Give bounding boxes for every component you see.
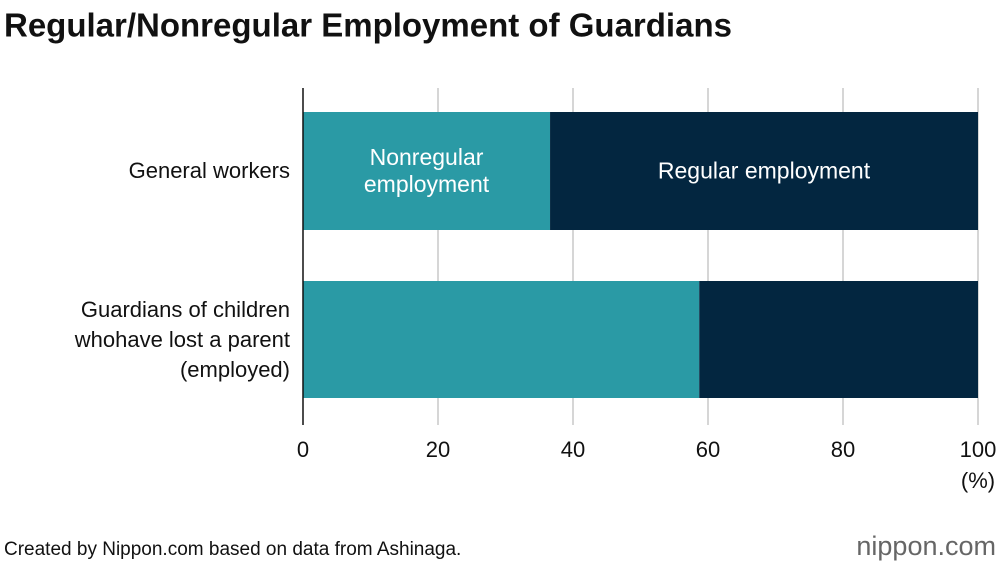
x-tick-label: 20 [426,437,450,462]
x-tick-label: 80 [831,437,855,462]
bar-segment [303,281,700,398]
x-axis-unit: (%) [961,468,995,493]
bar-segment [699,281,978,398]
logo: nippon.com [856,531,996,561]
chart-title: Regular/Nonregular Employment of Guardia… [4,7,732,44]
source-note: Created by Nippon.com based on data from… [4,539,461,560]
x-tick-label: 0 [297,437,309,462]
x-tick-label: 40 [561,437,585,462]
series-label: Regular employment [657,157,871,184]
y-tick-label: Guardians of children whohave lost a par… [74,296,290,382]
series-label: Nonregular employment [363,144,490,197]
bar-segment [550,112,978,230]
x-tick-label: 100 [960,437,997,462]
x-tick-label: 60 [696,437,720,462]
bar-segment [303,112,551,230]
y-tick-label: General workers [128,158,290,183]
